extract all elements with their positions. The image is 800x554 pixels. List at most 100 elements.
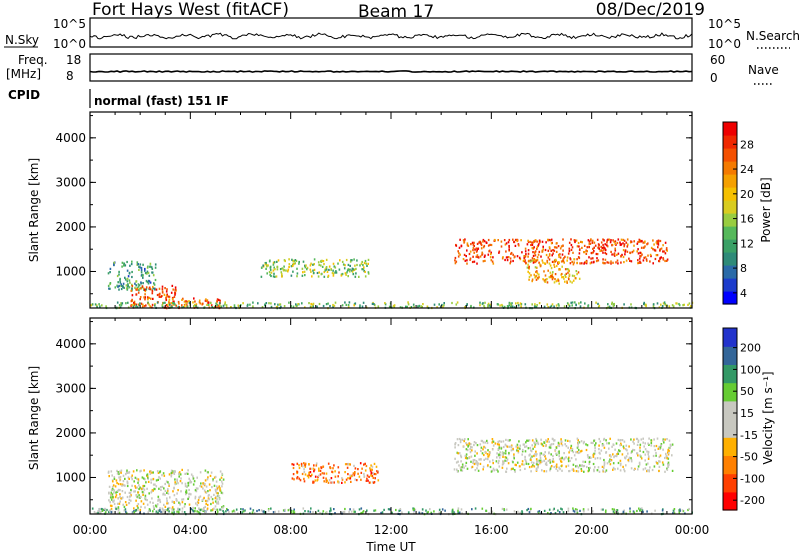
range-cell [463,240,466,243]
range-cell [159,507,161,510]
range-cell [158,487,160,490]
range-cell [134,485,136,488]
colorbar-tick-label: 200 [740,342,761,355]
range-cell [492,262,495,265]
range-cell [167,488,169,491]
range-cell [553,260,555,263]
range-cell [150,470,152,473]
range-cell [639,509,642,512]
range-cell [658,465,661,468]
range-cell [276,268,279,271]
range-cell [198,299,201,302]
range-cell [206,299,209,302]
range-cell [219,299,221,302]
range-cell [513,455,515,458]
range-cell [220,508,223,511]
range-cell [536,266,538,269]
range-cell [322,476,325,479]
range-cell [505,456,508,459]
range-cell [572,451,575,454]
range-cell [487,455,489,458]
range-cell [370,464,372,467]
range-cell [498,250,501,253]
range-cell [344,463,347,466]
range-cell [114,496,117,499]
range-cell [358,508,361,511]
range-cell [470,460,472,463]
range-cell [137,478,140,481]
range-cell [628,257,630,260]
range-cell [554,258,557,261]
range-cell [588,460,591,463]
range-cell [320,260,322,263]
range-cell [570,301,572,304]
range-cell [539,263,541,266]
range-cell [328,479,331,482]
range-cell [205,298,207,301]
range-cell [207,490,209,493]
range-cell [97,511,99,515]
range-cell [487,238,490,242]
range-cell [317,509,320,512]
range-cell [135,284,137,287]
range-cell [494,442,497,445]
range-cell [140,469,142,472]
range-cell [292,511,295,514]
range-cell [312,467,315,470]
velocity-panel-frame [89,317,693,515]
range-cell [351,270,354,273]
nsky-tick-high: 10^5 [53,17,86,31]
range-cell [207,476,209,479]
range-cell [690,305,692,308]
range-cell [135,499,137,502]
range-cell [173,511,175,514]
range-cell [100,511,102,514]
range-cell [174,481,176,484]
range-cell [570,444,573,447]
range-cell [174,292,177,295]
range-cell [120,469,123,472]
range-cell [333,304,336,307]
range-cell [354,264,356,267]
noise-panel-frame [89,17,693,48]
range-cell [620,261,622,264]
range-cell [366,264,368,267]
range-cell [640,438,643,441]
range-cell [126,277,129,280]
range-cell [587,305,589,308]
range-cell [672,509,675,512]
range-cell [498,459,500,462]
range-cell [519,302,522,305]
range-cell [573,274,576,278]
range-cell [143,484,146,488]
range-cell [548,254,551,257]
range-cell [151,292,154,295]
range-cell [668,449,670,452]
range-cell [626,245,629,248]
range-cell [553,439,556,442]
colorbar-tick-label: 20 [740,188,754,201]
range-cell [148,492,150,495]
range-cell [352,268,355,271]
range-cell [605,451,608,454]
range-cell [159,509,161,512]
range-cell [639,255,642,258]
range-cell [466,443,468,446]
range-cell [647,242,649,245]
range-cell [568,241,571,244]
range-cell [553,281,556,284]
range-cell [277,510,280,513]
range-cell [219,489,221,492]
range-cell [601,465,604,468]
range-cell [517,304,520,307]
range-cell [537,243,540,246]
range-cell [131,275,133,279]
range-cell [461,438,464,441]
range-cell [334,266,337,269]
range-cell [471,465,474,468]
range-cell [146,280,149,284]
range-cell [342,263,345,266]
range-cell [154,266,157,269]
